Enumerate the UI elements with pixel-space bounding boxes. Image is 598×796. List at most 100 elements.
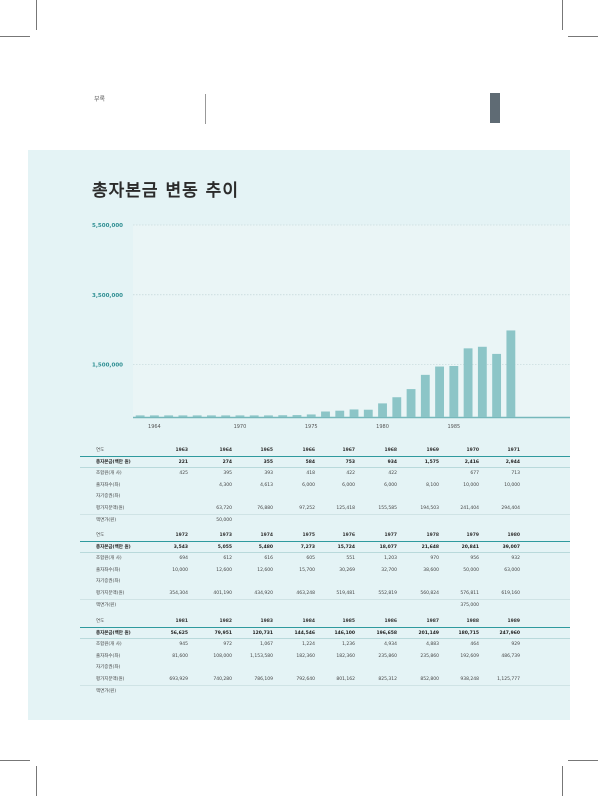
table-cell: 434,920 [254,590,273,596]
header-divider [205,94,206,124]
table-cell: 1981 [175,619,188,624]
table-row: 평가지분액(원) 63,720 76,880 97,252 125,418 155,585… [80,503,570,515]
table-cell: 560,824 [420,590,439,596]
data-table: 연도 1981 1982 1983 1984 1985 1986 1987 1988 1989 총자… [80,616,570,697]
table-cell: 354,304 [169,590,188,596]
table-cell: 12,600 [216,567,232,573]
table-cell: 786,109 [254,676,273,682]
table-row: 출자좌수(좌) 81,600 108,000 1,153,580 182,360 182,… [80,651,570,663]
table-row: 액면가(원) [80,686,570,698]
table-cell: 1982 [219,619,232,624]
table-cell: 972 [223,642,232,648]
table-row: 출자좌수(좌) 10,000 12,600 12,600 15,700 30,269 32,… [80,565,570,577]
table-cell: 1988 [466,619,479,624]
table-row: 자기증권(좌) [80,491,570,503]
table-header-row: 연도 1981 1982 1983 1984 1985 1986 1987 1988 1989 [80,616,570,628]
row-label: 자기증권(좌) [96,494,121,500]
table-cell: 1,153,580 [250,653,273,659]
table-cell: 576,811 [460,590,479,596]
table-cell: 108,000 [213,653,232,659]
table-cell: 10,000 [504,482,520,488]
table-row: 총자본금(백만 원) 56,625 79,951 120,731 144,546 146,… [80,628,570,640]
table-cell: 3,543 [173,544,188,550]
table-cell: 605 [306,556,315,562]
table-cell: 1,203 [384,556,397,562]
table-cell: 1,224 [302,642,315,648]
table-cell: 1969 [426,448,439,453]
table-cell: 21,648 [421,544,439,550]
table-cell: 1987 [426,619,439,624]
table-cell: 694 [179,556,188,562]
crop-mark [0,36,30,37]
row-label: 총자본금(백만 원) [96,630,131,636]
table-cell: 1985 [342,619,355,624]
table-cell: 18,077 [379,544,397,550]
table-row: 조합원(개 사) 945 972 1,067 1,224 1,236 4,934 4,883 4… [80,639,570,651]
table-row: 출자좌수(좌) 4,300 4,613 6,000 6,000 6,000 8,100 10,… [80,480,570,492]
table-cell: 1986 [384,619,397,624]
table-cell: 201,149 [418,630,440,636]
table-cell: 1965 [260,448,273,453]
row-label: 총자본금(백만 원) [96,459,131,465]
table-row: 자기증권(좌) [80,576,570,588]
table-cell: 619,160 [501,590,520,596]
table-cell: 693,929 [169,676,188,682]
table-header-row: 연도 1972 1973 1974 1975 1976 1977 1978 1979 1980 [80,530,570,542]
table-cell: 30,269 [339,567,355,573]
table-cell: 2,944 [505,459,520,465]
table-cell: 934 [387,459,397,465]
row-label: 액면가(원) [96,517,117,523]
table-cell: 12,600 [257,567,273,573]
table-cell: 146,100 [334,630,356,636]
table-cell: 56,625 [170,630,188,636]
table-cell: 422 [388,471,397,477]
row-label: 연도 [96,533,105,538]
table-cell: 32,700 [381,567,397,573]
table-cell: 929 [511,642,520,648]
table-cell: 50,000 [463,567,479,573]
table-cell: 4,613 [260,482,273,488]
row-label: 자기증권(좌) [96,665,121,671]
table-cell: 1970 [466,448,479,453]
table-cell: 4,883 [426,642,439,648]
table-cell: 1984 [302,619,315,624]
table-row: 조합원(개 사) 425 395 393 418 422 422 677 713 [80,468,570,480]
table-cell: 6,000 [302,482,315,488]
table-cell: 180,715 [458,630,480,636]
table-cell: 4,934 [384,642,397,648]
table-cell: 235,860 [378,653,397,659]
table-cell: 486,739 [501,653,520,659]
table-cell: 422 [346,471,355,477]
table-cell: 852,800 [420,676,439,682]
table-cell: 274 [222,459,232,465]
table-cell: 15,700 [299,567,315,573]
table-cell: 519,481 [336,590,355,596]
table-header-row: 연도 1963 1964 1965 1966 1967 1968 1969 1970 1971 [80,445,570,457]
table-cell: 38,600 [423,567,439,573]
table-cell: 97,252 [299,505,315,511]
table-cell: 551 [346,556,355,562]
table-row: 평가지분액(원) 354,304 401,190 434,920 463,248 519,… [80,588,570,600]
chart-plot-area [133,225,570,418]
table-row: 조합원(개 사) 694 612 616 605 551 1,203 970 956 932 [80,553,570,565]
table-cell: 6,000 [342,482,355,488]
table-cell: 753 [345,459,355,465]
data-table: 연도 1963 1964 1965 1966 1967 1968 1969 1970 1971 총자… [80,445,570,526]
table-cell: 584 [305,459,315,465]
table-cell: 20,841 [461,544,479,550]
table-cell: 4,300 [219,482,232,488]
table-cell: 15,724 [337,544,355,550]
table-cell: 235,860 [420,653,439,659]
table-cell: 1,236 [342,642,355,648]
table-cell: 241,404 [460,505,479,511]
table-cell: 1,575 [424,459,439,465]
table-cell: 247,960 [499,630,521,636]
table-cell: 182,360 [296,653,315,659]
table-cell: 182,360 [336,653,355,659]
table-cell: 39,007 [502,544,520,550]
table-cell: 552,819 [378,590,397,596]
table-cell: 677 [470,471,479,477]
table-cell: 395 [223,471,232,477]
table-row: 총자본금(백만 원) 3,543 5,055 5,480 7,273 15,724 18,0… [80,542,570,554]
table-cell: 1963 [175,448,188,453]
